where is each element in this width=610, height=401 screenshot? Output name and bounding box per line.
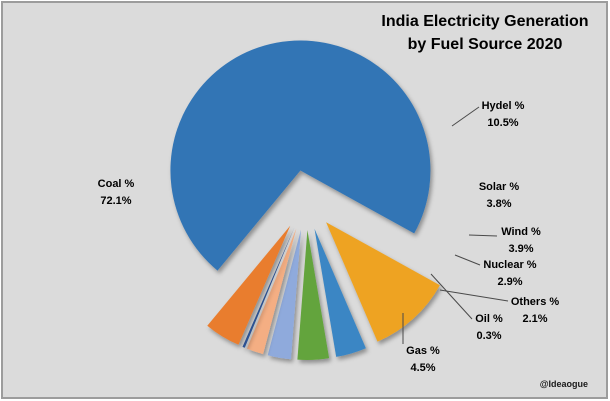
slice-label-hydel: Hydel % 10.5% — [482, 98, 525, 132]
leader-line-oil — [430, 273, 473, 320]
pie-slice-nuclear — [267, 229, 301, 360]
pie-slice-hydel — [326, 222, 440, 342]
pie-chart — [170, 40, 509, 360]
pie-slice-solar — [314, 228, 366, 357]
slice-label-gas-value: 4.5% — [410, 362, 436, 374]
slice-label-nuclear-value: 2.9% — [497, 276, 523, 288]
slice-label-coal-value: 72.1% — [100, 195, 132, 207]
slice-label-wind-value: 3.9% — [508, 243, 534, 255]
slice-label-hydel-name: Hydel % — [481, 100, 525, 112]
pie-slice-coal — [170, 40, 431, 271]
slice-label-solar-value: 3.8% — [486, 198, 512, 210]
slice-label-gas: Gas % 4.5% — [406, 343, 440, 377]
slice-label-others-name: Others % — [510, 296, 560, 308]
slice-label-coal-name: Coal % — [97, 178, 135, 190]
pie-slice-wind — [297, 230, 330, 360]
chart-title: India Electricity Generation by Fuel Sou… — [355, 10, 610, 56]
slice-label-wind-name: Wind % — [501, 226, 541, 238]
slice-label-gas-name: Gas % — [406, 345, 440, 357]
slice-label-others: Others % 2.1% — [511, 294, 559, 328]
leader-line-wind — [468, 234, 498, 237]
slice-label-oil: Oil % 0.3% — [475, 311, 503, 345]
leader-line-hydel — [451, 106, 480, 127]
pie-slice-gas — [207, 225, 291, 345]
slice-label-nuclear: Nuclear % 2.9% — [483, 257, 536, 291]
slice-label-oil-name: Oil % — [475, 313, 503, 325]
slice-label-solar: Solar % 3.8% — [479, 179, 519, 213]
leader-line-nuclear — [454, 254, 481, 266]
pie-slice-oil — [242, 227, 295, 348]
slice-label-nuclear-name: Nuclear % — [483, 259, 537, 271]
slice-label-coal: Coal % 72.1% — [98, 176, 135, 210]
slice-label-hydel-value: 10.5% — [487, 117, 519, 129]
chart-title-line1: India Electricity Generation — [381, 13, 589, 30]
pie-slice-others — [246, 228, 297, 355]
slice-label-wind: Wind % 3.9% — [501, 224, 541, 258]
chart-title-line2: by Fuel Source 2020 — [407, 36, 563, 53]
watermark-handle: @Ideaogue — [539, 379, 588, 389]
slice-label-others-value: 2.1% — [522, 313, 548, 325]
slice-label-solar-name: Solar % — [478, 181, 520, 193]
leader-line-others — [439, 289, 509, 302]
slice-label-oil-value: 0.3% — [476, 330, 502, 342]
